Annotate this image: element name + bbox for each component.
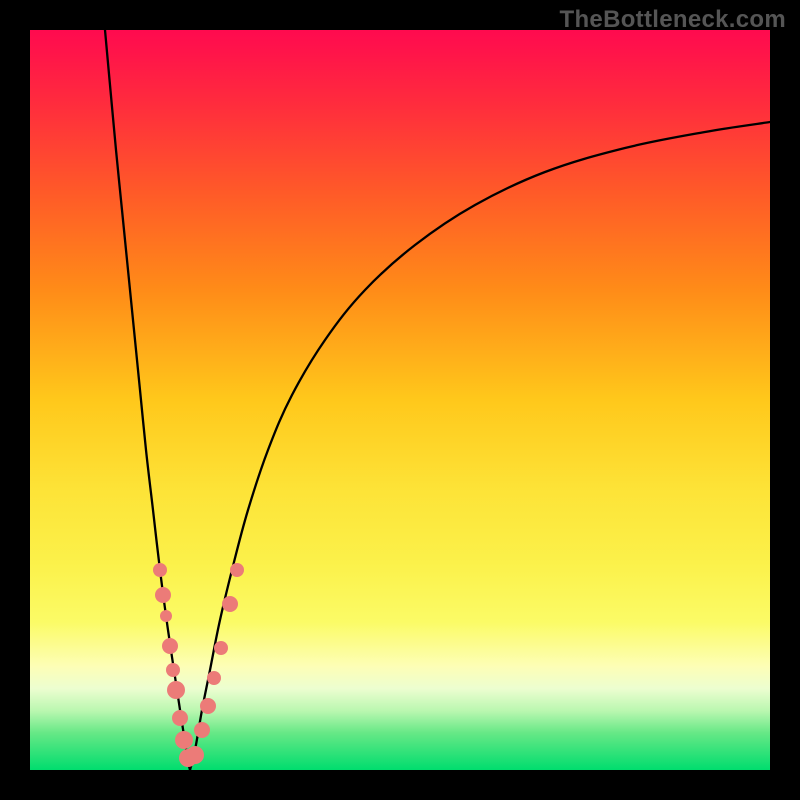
plot-area	[30, 30, 770, 770]
left-curve	[105, 30, 190, 770]
marker-dot	[155, 587, 171, 603]
marker-dot	[186, 746, 204, 764]
marker-dot	[153, 563, 167, 577]
right-curve	[190, 122, 770, 770]
marker-dot	[175, 731, 193, 749]
marker-dot	[172, 710, 188, 726]
chart-frame: TheBottleneck.com	[0, 0, 800, 800]
marker-group	[153, 563, 244, 767]
marker-dot	[222, 596, 238, 612]
marker-dot	[160, 610, 172, 622]
marker-dot	[200, 698, 216, 714]
curves-layer	[30, 30, 770, 770]
marker-dot	[166, 663, 180, 677]
marker-dot	[167, 681, 185, 699]
marker-dot	[230, 563, 244, 577]
marker-dot	[162, 638, 178, 654]
marker-dot	[194, 722, 210, 738]
marker-dot	[207, 671, 221, 685]
marker-dot	[214, 641, 228, 655]
